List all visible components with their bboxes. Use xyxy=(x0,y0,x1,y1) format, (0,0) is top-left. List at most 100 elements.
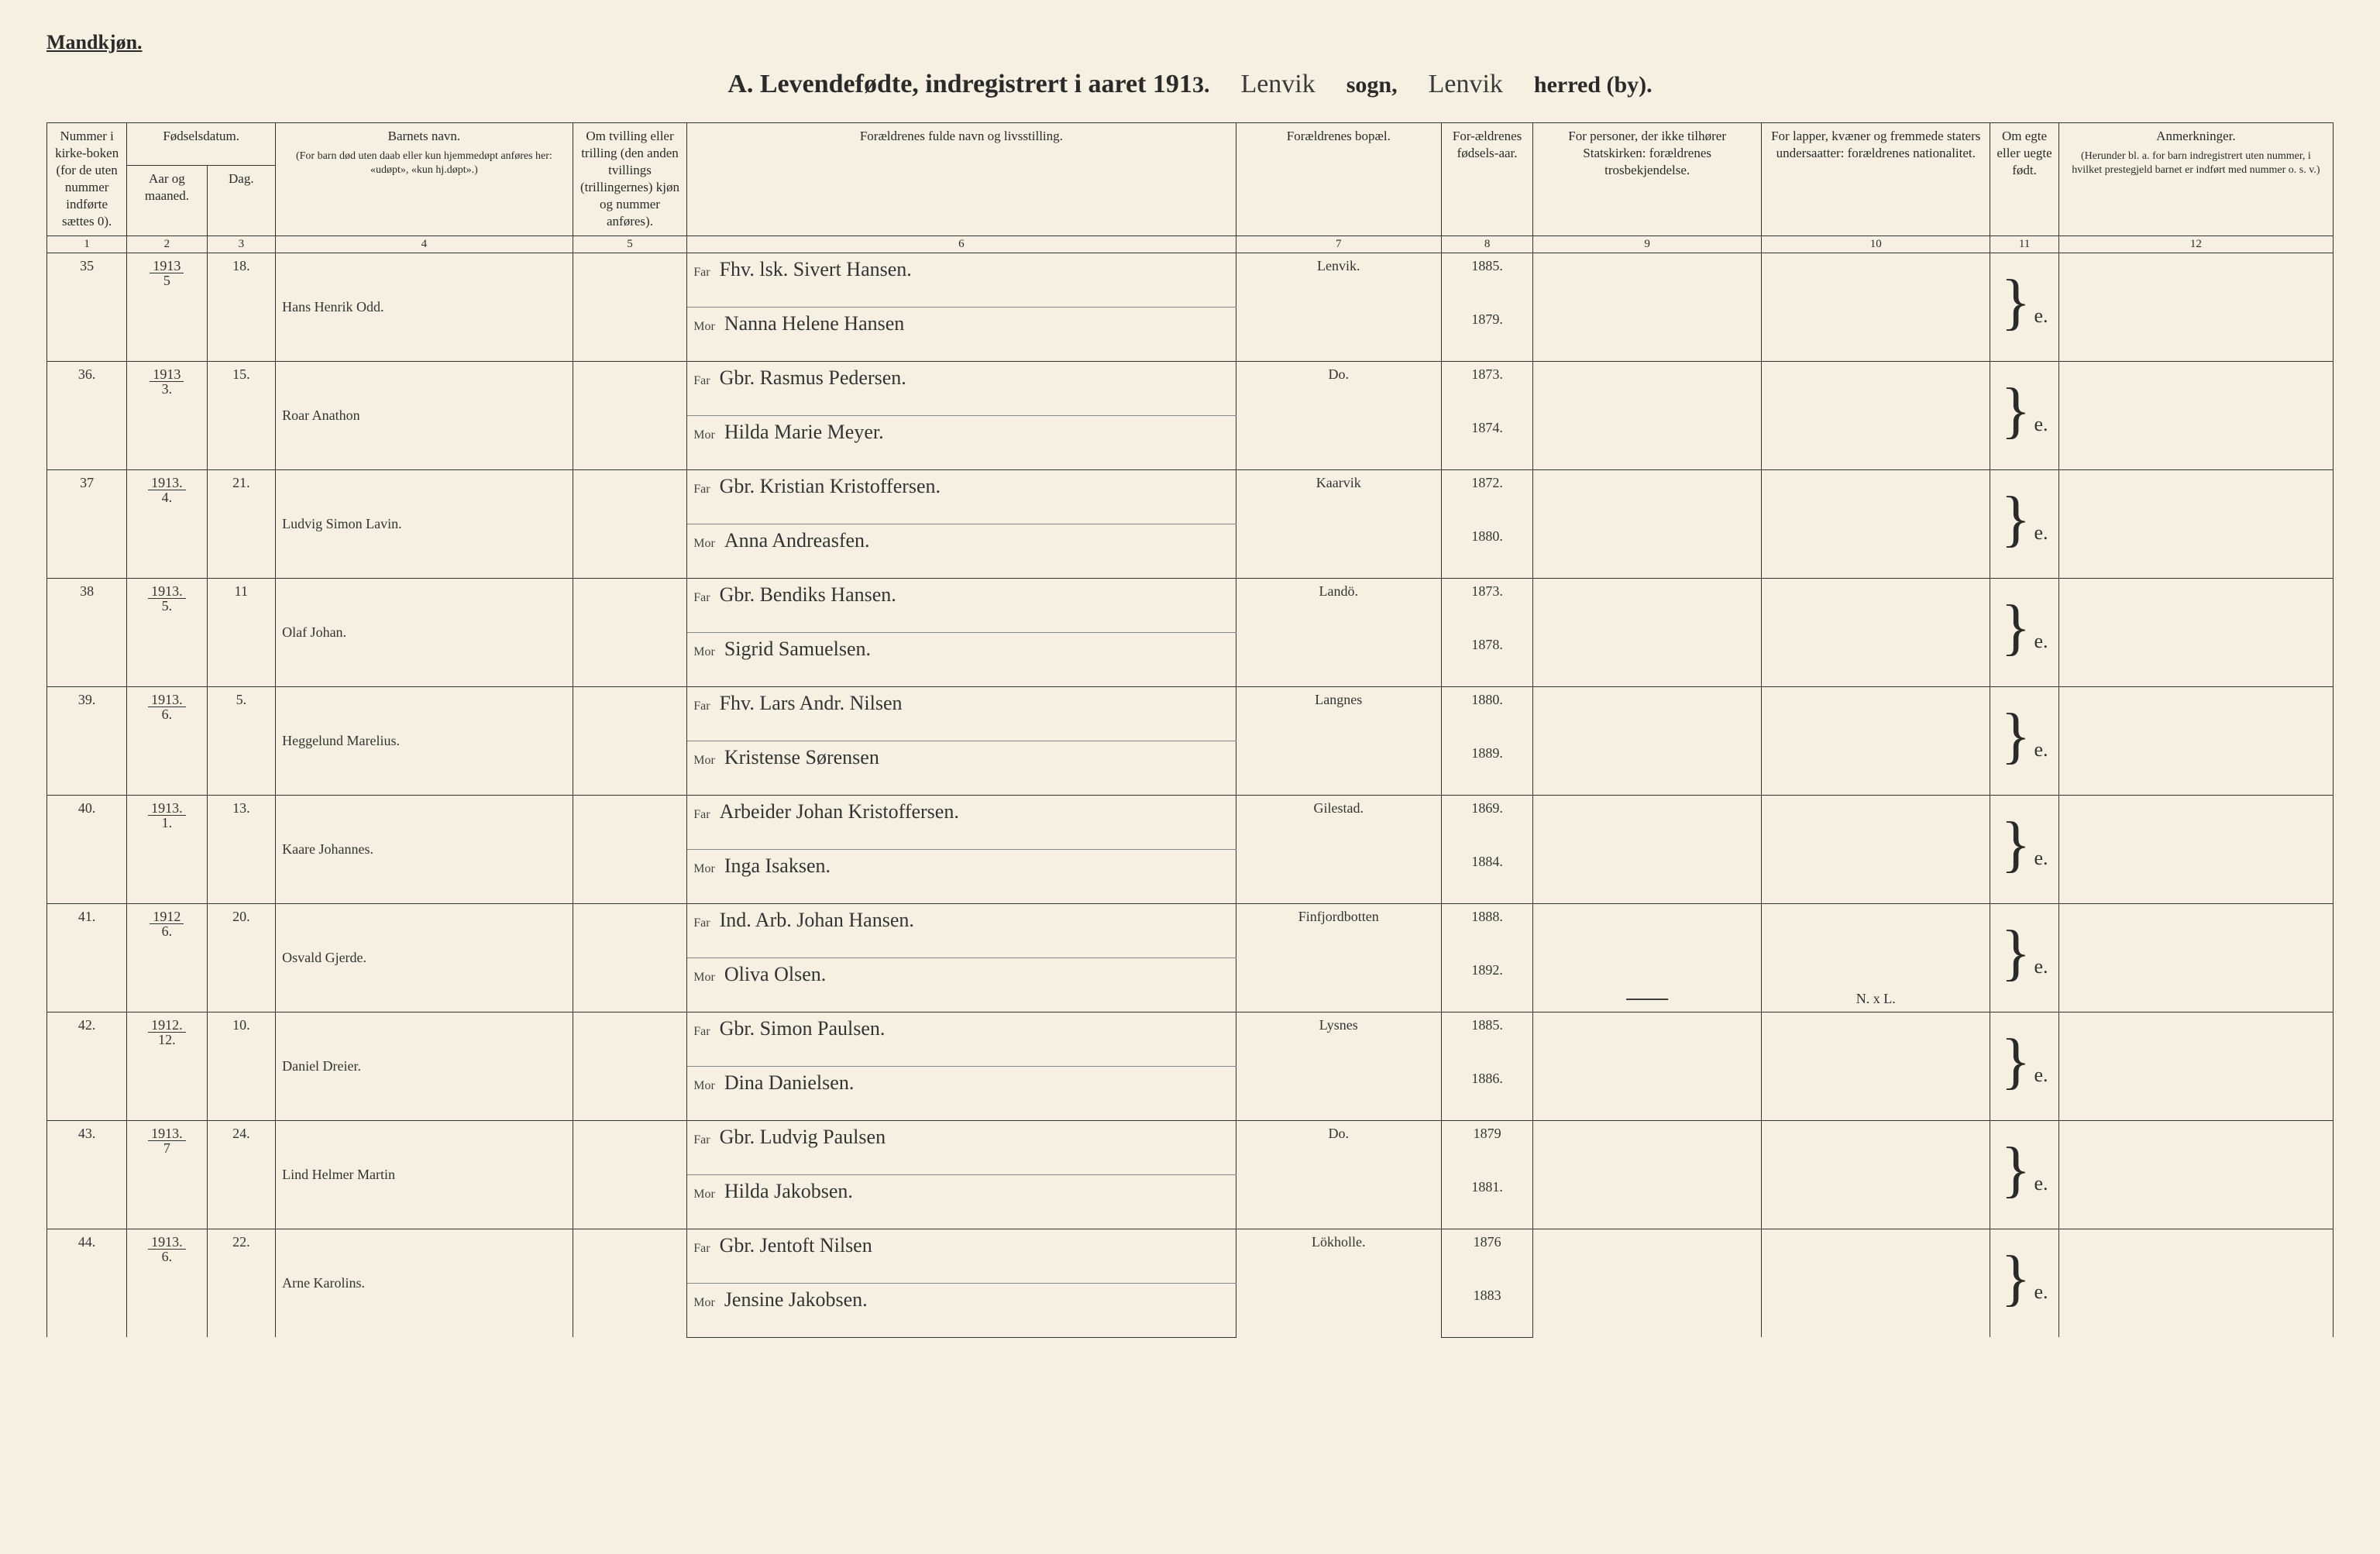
twin-info xyxy=(573,686,687,795)
father-year: 1880. xyxy=(1442,686,1533,741)
entry-number: 44. xyxy=(47,1229,127,1337)
legitimacy: } e. xyxy=(1990,1012,2059,1120)
entry-day: 18. xyxy=(207,253,276,361)
entry-year: 1913.5. xyxy=(127,578,207,686)
sogn-label: sogn, xyxy=(1346,72,1398,98)
residence: Gilestad. xyxy=(1236,795,1442,903)
mother-year: 1883 xyxy=(1442,1283,1533,1337)
mother-year: 1884. xyxy=(1442,849,1533,903)
remarks xyxy=(2058,469,2333,578)
entry-number: 36. xyxy=(47,361,127,469)
table-header: Nummer i kirke-boken (for de uten nummer… xyxy=(47,123,2334,253)
entry-day: 13. xyxy=(207,795,276,903)
mother-year: 1881. xyxy=(1442,1174,1533,1229)
entry-year: 19135 xyxy=(127,253,207,361)
father-cell: FarGbr. Rasmus Pedersen. xyxy=(687,361,1236,415)
entry-number: 41. xyxy=(47,903,127,1012)
header-col4-sub: (For barn død uten daab eller kun hjemme… xyxy=(282,150,566,177)
nationality xyxy=(1762,1229,1990,1337)
entry-year: 19126. xyxy=(127,903,207,1012)
colnum: 3 xyxy=(207,236,276,253)
twin-info xyxy=(573,1012,687,1120)
entry-year: 1913.1. xyxy=(127,795,207,903)
table-row: 43.1913.724.Lind Helmer MartinFarGbr. Lu… xyxy=(47,1120,2334,1174)
entry-year: 19133. xyxy=(127,361,207,469)
religion: ——— xyxy=(1533,903,1762,1012)
table-row: 42.1912.12.10.Daniel Dreier.FarGbr. Simo… xyxy=(47,1012,2334,1066)
legitimacy: } e. xyxy=(1990,253,2059,361)
father-year: 1888. xyxy=(1442,903,1533,957)
table-row: 36.19133.15.Roar AnathonFarGbr. Rasmus P… xyxy=(47,361,2334,415)
father-year: 1885. xyxy=(1442,1012,1533,1066)
register-table: Nummer i kirke-boken (for de uten nummer… xyxy=(46,122,2334,1338)
header-col11: Om egte eller uegte født. xyxy=(1990,123,2059,236)
table-body: 351913518.Hans Henrik Odd. FarFhv. lsk. S… xyxy=(47,253,2334,1337)
entry-number: 40. xyxy=(47,795,127,903)
father-year: 1876 xyxy=(1442,1229,1533,1283)
mother-cell: MorDina Danielsen. xyxy=(687,1066,1236,1120)
residence: Finfjordbotten xyxy=(1236,903,1442,1012)
twin-info xyxy=(573,1229,687,1337)
remarks xyxy=(2058,578,2333,686)
colnum: 8 xyxy=(1442,236,1533,253)
entry-year: 1913.6. xyxy=(127,686,207,795)
twin-info xyxy=(573,903,687,1012)
mother-year: 1879. xyxy=(1442,307,1533,361)
mother-year: 1874. xyxy=(1442,415,1533,469)
colnum: 9 xyxy=(1533,236,1762,253)
child-name: Hans Henrik Odd. xyxy=(276,253,573,361)
entry-day: 22. xyxy=(207,1229,276,1337)
entry-day: 15. xyxy=(207,361,276,469)
header-col9: For personer, der ikke tilhører Statskir… xyxy=(1533,123,1762,236)
mother-cell: MorNanna Helene Hansen xyxy=(687,307,1236,361)
colnum: 12 xyxy=(2058,236,2333,253)
column-numbers-row: 1 2 3 4 5 6 7 8 9 10 11 12 xyxy=(47,236,2334,253)
twin-info xyxy=(573,469,687,578)
father-cell: FarArbeider Johan Kristoffersen. xyxy=(687,795,1236,849)
header-col8: For-ældrenes fødsels-aar. xyxy=(1442,123,1533,236)
residence: Landö. xyxy=(1236,578,1442,686)
father-cell: FarGbr. Bendiks Hansen. xyxy=(687,578,1236,632)
entry-number: 35 xyxy=(47,253,127,361)
colnum: 1 xyxy=(47,236,127,253)
residence: Langnes xyxy=(1236,686,1442,795)
entry-day: 11 xyxy=(207,578,276,686)
entry-year: 1913.4. xyxy=(127,469,207,578)
religion xyxy=(1533,795,1762,903)
header-col5: Om tvilling eller trilling (den anden tv… xyxy=(573,123,687,236)
entry-year: 1913.7 xyxy=(127,1120,207,1229)
header-col7: Forældrenes bopæl. xyxy=(1236,123,1442,236)
father-cell: FarGbr. Simon Paulsen. xyxy=(687,1012,1236,1066)
mother-year: 1892. xyxy=(1442,957,1533,1012)
nationality xyxy=(1762,1120,1990,1229)
colnum: 2 xyxy=(127,236,207,253)
entry-number: 39. xyxy=(47,686,127,795)
title-prefix: A. Levendefødte, indregistrert i aaret 1… xyxy=(727,70,1192,98)
remarks xyxy=(2058,686,2333,795)
title-main: A. Levendefødte, indregistrert i aaret 1… xyxy=(727,70,1209,99)
table-row: 40.1913.1.13.Kaare Johannes.FarArbeider … xyxy=(47,795,2334,849)
header-col12-sub: (Herunder bl. a. for barn indregistrert … xyxy=(2065,150,2327,177)
entry-day: 20. xyxy=(207,903,276,1012)
father-cell: FarFhv. lsk. Sivert Hansen. xyxy=(687,253,1236,307)
nationality xyxy=(1762,686,1990,795)
header-col10: For lapper, kvæner og fremmede staters u… xyxy=(1762,123,1990,236)
residence: Lökholle. xyxy=(1236,1229,1442,1337)
colnum: 4 xyxy=(276,236,573,253)
father-year: 1885. xyxy=(1442,253,1533,307)
header-col12-main: Anmerkninger. xyxy=(2065,128,2327,145)
mother-cell: MorHilda Jakobsen. xyxy=(687,1174,1236,1229)
religion xyxy=(1533,361,1762,469)
remarks xyxy=(2058,1120,2333,1229)
twin-info xyxy=(573,795,687,903)
remarks xyxy=(2058,253,2333,361)
header-col4: Barnets navn. (For barn død uten daab el… xyxy=(276,123,573,236)
nationality xyxy=(1762,469,1990,578)
legitimacy: } e. xyxy=(1990,795,2059,903)
child-name: Kaare Johannes. xyxy=(276,795,573,903)
religion xyxy=(1533,1012,1762,1120)
twin-info xyxy=(573,1120,687,1229)
father-year: 1869. xyxy=(1442,795,1533,849)
table-row: 351913518.Hans Henrik Odd.FarFhv. lsk. S… xyxy=(47,253,2334,307)
colnum: 11 xyxy=(1990,236,2059,253)
